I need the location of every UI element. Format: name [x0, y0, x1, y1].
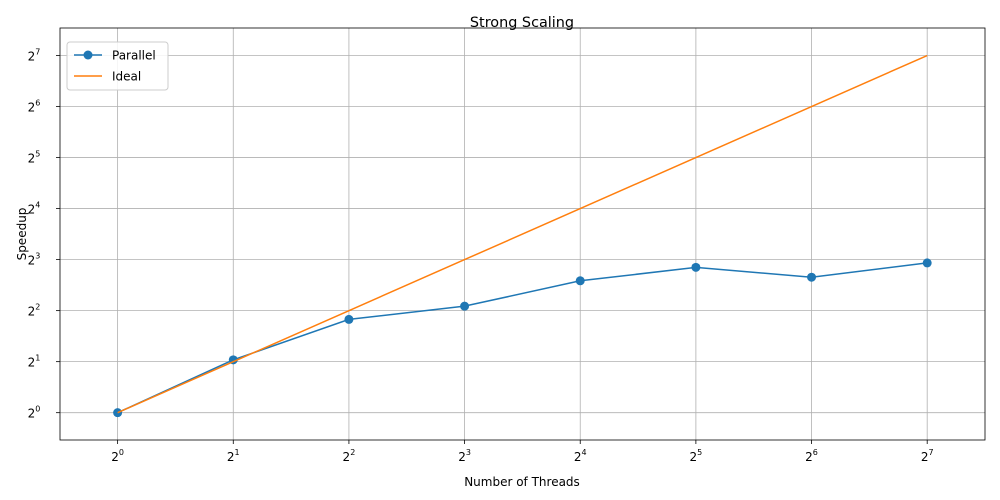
- x-tick-label-base: 2: [111, 450, 119, 464]
- x-tick-label-exponent: 7: [928, 448, 933, 457]
- y-tick-label: 25: [28, 150, 41, 166]
- x-tick-label-exponent: 2: [350, 448, 355, 457]
- y-tick-label: 23: [28, 252, 41, 268]
- legend-item-ideal: Ideal: [74, 70, 141, 84]
- x-tick-label: 24: [574, 448, 587, 464]
- x-axis-title: Number of Threads: [464, 475, 580, 489]
- series-parallel: [113, 258, 932, 418]
- y-tick-label-exponent: 2: [35, 303, 40, 312]
- y-tick-label-exponent: 4: [35, 201, 40, 210]
- y-tick-label: 20: [28, 405, 41, 421]
- legend-item-parallel: Parallel: [74, 49, 156, 63]
- y-tick-label-base: 2: [28, 203, 36, 217]
- y-tick-label-exponent: 5: [35, 150, 40, 159]
- x-tick-label-base: 2: [227, 450, 235, 464]
- x-tick-label: 21: [227, 448, 240, 464]
- data-point: [691, 262, 701, 272]
- y-tick-label: 26: [28, 99, 41, 115]
- series-layer: [113, 54, 932, 418]
- x-tick-label-exponent: 4: [582, 448, 587, 457]
- legend-label: Ideal: [112, 70, 141, 84]
- series-line-parallel: [117, 262, 928, 414]
- y-tick-label: 24: [28, 201, 41, 217]
- series-ideal: [117, 54, 928, 414]
- x-tick-label-base: 2: [574, 450, 582, 464]
- legend-marker: [83, 50, 93, 60]
- series-line-ideal: [117, 54, 928, 414]
- data-point: [575, 276, 585, 286]
- x-tick-label-exponent: 6: [813, 448, 818, 457]
- x-tick-label-base: 2: [458, 450, 466, 464]
- x-tick-label: 25: [690, 448, 703, 464]
- data-point: [460, 301, 470, 311]
- x-tick-label-exponent: 3: [466, 448, 471, 457]
- y-tick-label: 27: [28, 48, 41, 64]
- y-axis-title: Speedup: [15, 208, 29, 261]
- x-tick-label: 26: [805, 448, 818, 464]
- y-tick-label-base: 2: [28, 254, 36, 268]
- y-tick-label-base: 2: [28, 305, 36, 319]
- y-tick-label-base: 2: [28, 50, 36, 64]
- data-point: [807, 272, 817, 282]
- x-tick-label-base: 2: [690, 450, 698, 464]
- y-tick-label-exponent: 0: [35, 405, 40, 414]
- x-tick-label: 20: [111, 448, 124, 464]
- x-tick-label-base: 2: [921, 450, 929, 464]
- y-tick-label-base: 2: [28, 101, 36, 115]
- legend: Parallel Ideal: [66, 41, 169, 91]
- plot-frame: [59, 27, 986, 441]
- x-tick-label-exponent: 5: [697, 448, 702, 457]
- x-axis: 20 21 22 23 24 25 26 27: [111, 440, 934, 464]
- y-tick-label-base: 2: [28, 407, 36, 421]
- data-point: [344, 314, 354, 324]
- x-tick-label-base: 2: [805, 450, 813, 464]
- legend-label: Parallel: [112, 49, 156, 63]
- chart-title: Strong Scaling: [470, 15, 574, 31]
- data-point: [113, 408, 123, 418]
- y-tick-label-exponent: 3: [35, 252, 40, 261]
- y-tick-label-exponent: 6: [35, 99, 40, 108]
- y-tick-label-base: 2: [28, 152, 36, 166]
- data-point: [922, 258, 932, 268]
- x-tick-label-base: 2: [343, 450, 351, 464]
- x-tick-label-exponent: 1: [235, 448, 240, 457]
- y-tick-label-exponent: 7: [35, 48, 40, 57]
- grid-lines: [60, 28, 985, 440]
- y-tick-label: 22: [28, 303, 41, 319]
- x-tick-label: 23: [458, 448, 471, 464]
- y-tick-label-base: 2: [28, 356, 36, 370]
- x-tick-label: 27: [921, 448, 934, 464]
- x-tick-label: 22: [343, 448, 356, 464]
- x-tick-label-exponent: 0: [119, 448, 124, 457]
- y-tick-label: 21: [28, 354, 41, 370]
- y-tick-label-exponent: 1: [35, 354, 40, 363]
